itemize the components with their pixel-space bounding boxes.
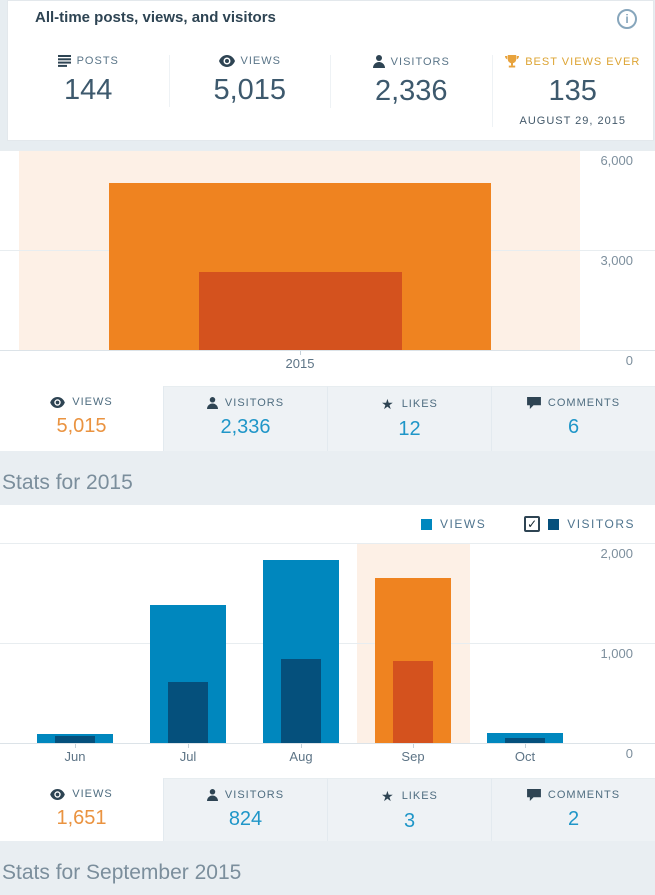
chart-legend: VIEWS ✓ VISITORS xyxy=(0,505,655,543)
all-time-stats-row: POSTS 144 VIEWS 5,015 VISITORS xyxy=(8,55,653,127)
star-icon: ★ xyxy=(381,788,395,804)
section-heading: Stats for 2015 xyxy=(2,471,133,494)
gridline xyxy=(0,543,655,544)
eye-icon xyxy=(218,55,235,67)
visitors-bar[interactable] xyxy=(281,659,321,743)
checkmark-icon: ✓ xyxy=(527,517,538,531)
stat-value: 144 xyxy=(64,74,113,106)
legend-views: VIEWS xyxy=(421,517,486,531)
stat-label: VIEWS xyxy=(240,55,281,67)
tab-label: LIKES xyxy=(401,398,438,410)
x-axis-label: Sep xyxy=(401,749,425,764)
y-axis-label: 3,000 xyxy=(600,253,633,268)
person-icon xyxy=(372,55,385,68)
star-icon: ★ xyxy=(381,396,395,412)
posts-icon xyxy=(57,55,71,67)
tab-value: 6 xyxy=(567,416,580,438)
tab-value: 2,336 xyxy=(220,416,271,438)
x-axis-label: Oct xyxy=(514,749,536,764)
tab-value: 12 xyxy=(398,418,421,440)
stat-label: BEST VIEWS EVER xyxy=(525,55,641,68)
tab-label: VISITORS xyxy=(224,397,285,409)
year-heading-section: Stats for 2015 xyxy=(0,451,655,505)
x-axis-label: 2015 xyxy=(285,356,315,371)
tab-views[interactable]: VIEWS 5,015 xyxy=(0,386,163,451)
legend-visitors-label: VISITORS xyxy=(567,517,635,531)
year-tabbar: VIEWS 5,015 VISITORS 2,336 ★ LIKES 12 xyxy=(0,386,655,451)
best-views-date: AUGUST 29, 2015 xyxy=(519,115,626,127)
comment-icon xyxy=(526,789,541,801)
x-axis-label: Aug xyxy=(289,749,313,764)
x-axis-line xyxy=(0,743,655,744)
visitors-bar[interactable] xyxy=(168,682,208,743)
visitors-bar[interactable] xyxy=(505,738,545,743)
year-chart: 0 3,000 6,000 2015 xyxy=(0,150,655,386)
person-icon xyxy=(206,789,218,801)
x-axis-tick xyxy=(525,743,526,748)
tab-comments[interactable]: COMMENTS 6 xyxy=(491,386,655,451)
y-axis-label: 6,000 xyxy=(600,153,633,168)
stat-value: 5,015 xyxy=(213,74,287,106)
stat-value: 2,336 xyxy=(374,75,448,107)
legend-visitors: ✓ VISITORS xyxy=(524,516,635,532)
stat-views: VIEWS 5,015 xyxy=(168,55,331,107)
stat-best-views-ever: BEST VIEWS EVER 135 AUGUST 29, 2015 xyxy=(491,55,654,127)
x-axis-tick xyxy=(300,350,301,355)
eye-icon xyxy=(50,788,66,800)
tab-label: COMMENTS xyxy=(547,789,621,801)
tab-value: 824 xyxy=(228,808,263,830)
visitors-checkbox[interactable]: ✓ xyxy=(524,516,541,532)
trophy-icon xyxy=(505,55,520,68)
visitors-bar[interactable] xyxy=(55,736,95,743)
info-icon[interactable]: i xyxy=(617,9,637,29)
stat-label: VISITORS xyxy=(390,55,450,68)
tab-label: LIKES xyxy=(401,790,438,802)
stat-label: POSTS xyxy=(76,55,119,67)
x-axis-label: Jul xyxy=(179,749,197,764)
x-axis-line xyxy=(0,350,655,351)
x-axis-tick xyxy=(301,743,302,748)
y-axis-label: 0 xyxy=(625,353,633,368)
panel-title: All-time posts, views, and visitors xyxy=(35,9,276,26)
month-tabbar: VIEWS 1,651 VISITORS 824 ★ LIKES 3 xyxy=(0,778,655,841)
person-icon xyxy=(206,397,218,409)
eye-icon xyxy=(50,396,66,408)
visitors-bar[interactable] xyxy=(198,272,402,350)
visitors-bar[interactable] xyxy=(393,660,433,743)
x-axis-tick xyxy=(413,743,414,748)
month-heading-section: Stats for September 2015 xyxy=(0,841,655,895)
tab-label: VISITORS xyxy=(224,789,285,801)
tab-label: VIEWS xyxy=(72,396,113,408)
tab-value: 2 xyxy=(567,808,580,830)
all-time-panel: All-time posts, views, and visitors i PO… xyxy=(7,0,654,141)
tab-value: 1,651 xyxy=(56,807,107,829)
tab-value: 5,015 xyxy=(56,415,107,437)
y-axis-label: 2,000 xyxy=(600,546,633,561)
y-axis-label: 1,000 xyxy=(600,646,633,661)
x-axis-tick xyxy=(188,743,189,748)
x-axis-tick xyxy=(75,743,76,748)
month-chart: VIEWS ✓ VISITORS 0 1,000 2,000 Jun Jul Aug Sep… xyxy=(0,505,655,778)
visitors-swatch-icon xyxy=(548,518,560,530)
tab-label: VIEWS xyxy=(72,788,113,800)
stat-visitors: VISITORS 2,336 xyxy=(330,55,492,108)
legend-views-label: VIEWS xyxy=(440,517,487,531)
tab-views[interactable]: VIEWS 1,651 xyxy=(0,778,163,841)
x-axis-label: Jun xyxy=(64,749,86,764)
tab-comments[interactable]: COMMENTS 2 xyxy=(491,778,655,841)
stat-value: 135 xyxy=(548,75,597,107)
section-heading: Stats for September 2015 xyxy=(2,861,242,884)
y-axis-label: 0 xyxy=(625,746,633,761)
views-swatch-icon xyxy=(421,518,433,530)
tab-visitors[interactable]: VISITORS 824 xyxy=(163,778,327,841)
tab-likes[interactable]: ★ LIKES 3 xyxy=(327,778,491,841)
tab-likes[interactable]: ★ LIKES 12 xyxy=(327,386,491,451)
gridline xyxy=(0,150,655,151)
tab-visitors[interactable]: VISITORS 2,336 xyxy=(163,386,327,451)
comment-icon xyxy=(526,397,541,409)
tab-label: COMMENTS xyxy=(547,397,621,409)
tab-value: 3 xyxy=(403,810,416,832)
stat-posts: POSTS 144 xyxy=(8,55,169,107)
